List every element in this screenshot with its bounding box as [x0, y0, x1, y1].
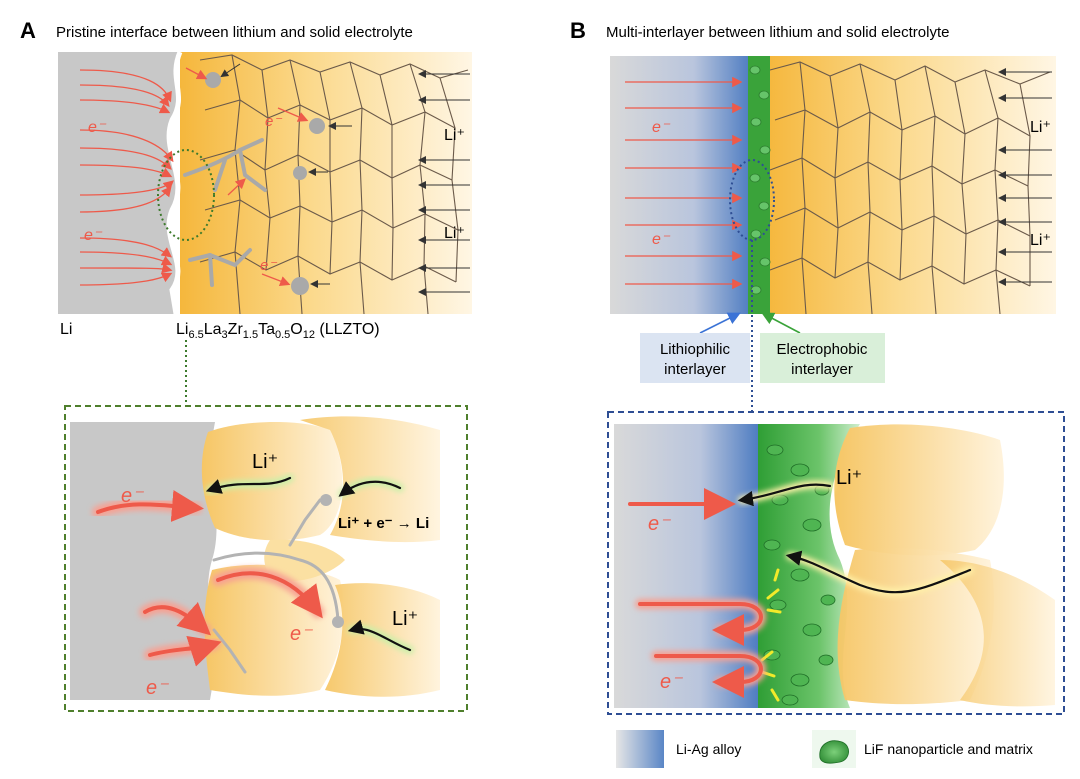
interface-voids: [166, 51, 183, 315]
electrophobic-callout: [760, 333, 885, 383]
electron-label-a4: e⁻: [260, 257, 277, 274]
electron-flow-a: [79, 67, 309, 287]
lithium-dendrites: [183, 138, 267, 287]
label-llzto: Li6.5La3Zr1.5Ta0.5O12 (LLZTO): [176, 321, 380, 341]
electron-label-a2: e⁻: [84, 227, 103, 244]
li-ion-label-a2: Li⁺: [444, 225, 465, 242]
electrophobic-line-1: Electrophobic: [777, 341, 868, 358]
zoom-region-a: [157, 149, 215, 241]
zoom-region-b: [729, 159, 775, 241]
li-ag-alloy-layer: [610, 56, 750, 314]
panel-b-title: Multi-interlayer between lithium and sol…: [606, 24, 950, 41]
detail-a-ion-2: Li⁺: [392, 608, 418, 630]
electron-flow-b: [625, 76, 743, 290]
electron-label-b1: e⁻: [652, 119, 671, 136]
detail-a-electron-3: e⁻: [146, 677, 169, 699]
detail-a-electron-2: e⁻: [290, 623, 313, 645]
lithiophilic-pointer: [699, 312, 741, 334]
panel-b-letter: B: [570, 18, 586, 43]
lithiophilic-callout: [640, 333, 750, 383]
grain-boundaries-b: [769, 61, 1051, 315]
lithium-deposits: [205, 72, 325, 295]
lif-particles-b: [749, 65, 771, 295]
panel-a: A Pristine interface between lithium and…: [20, 18, 472, 712]
lithiophilic-line-2: interlayer: [664, 361, 726, 378]
detail-a-ion-1: Li⁺: [252, 451, 278, 473]
electron-label-a3: e⁻: [265, 113, 282, 130]
li-ion-label-a1: Li⁺: [444, 127, 465, 144]
electrophobic-line-2: interlayer: [791, 361, 853, 378]
legend-swatch-lif: [819, 740, 849, 764]
detail-b-ion: Li⁺: [836, 467, 862, 489]
detail-b-electron-2: e⁻: [660, 671, 683, 693]
legend-label-lif: LiF nanoparticle and matrix: [864, 741, 1033, 757]
label-li: Li: [60, 321, 72, 338]
lithium-metal: [58, 52, 180, 314]
legend-label-alloy: Li-Ag alloy: [676, 741, 741, 757]
ion-flow-a: [220, 63, 470, 296]
electrophobic-pointer: [761, 312, 801, 334]
panel-b: B Multi-interlayer between lithium and s…: [570, 18, 1065, 768]
legend-swatch-alloy: [616, 730, 664, 768]
detail-a-reaction: Li⁺ + e⁻ → Li: [338, 515, 429, 532]
detail-box-a: Li⁺ Li⁺ Li⁺ + e⁻ → Li e⁻ e⁻ e⁻: [64, 405, 468, 712]
panel-a-letter: A: [20, 18, 36, 43]
legend: Li-Ag alloy LiF nanoparticle and matrix: [616, 730, 1033, 768]
li-ion-label-b2: Li⁺: [1030, 232, 1051, 249]
li-ion-label-b1: Li⁺: [1030, 119, 1051, 136]
detail-b-electron-1: e⁻: [648, 513, 671, 535]
panel-a-title: Pristine interface between lithium and s…: [56, 24, 413, 41]
electron-label-b2: e⁻: [652, 231, 671, 248]
llzto-electrolyte-b: [766, 56, 1056, 314]
detail-box-b: Li⁺ e⁻ e⁻: [607, 411, 1065, 715]
grain-boundaries: [199, 54, 469, 315]
detail-a-electron-1: e⁻: [121, 485, 144, 507]
electron-label-a1: e⁻: [88, 119, 107, 136]
lithiophilic-line-1: Lithiophilic: [660, 341, 731, 358]
llzto-electrolyte: [180, 52, 472, 314]
ion-flow-b: [998, 68, 1052, 286]
